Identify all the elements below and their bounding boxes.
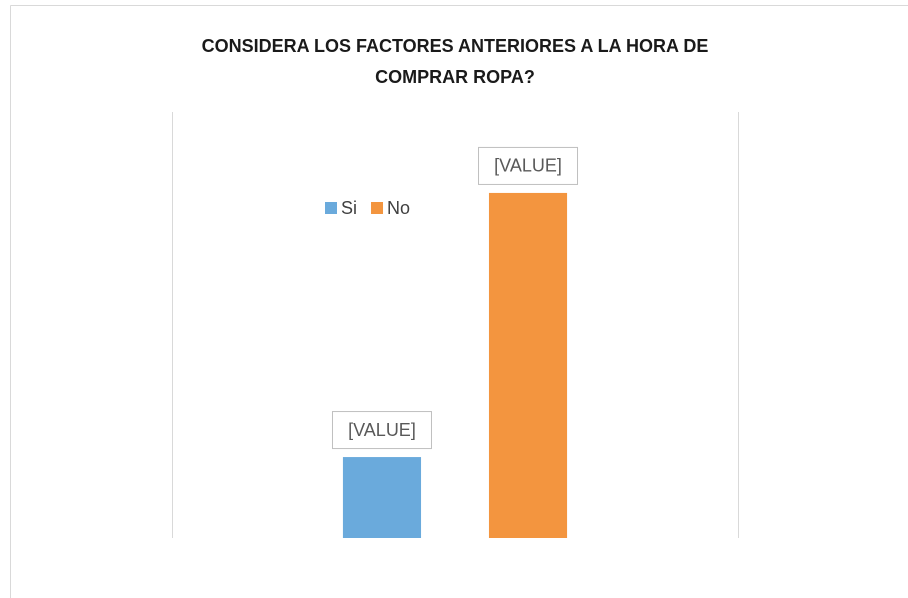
- bar: [342, 457, 422, 538]
- bar: [488, 192, 568, 538]
- chart-title: COMPRAR ROPA?: [375, 67, 535, 87]
- value-label: [VALUE]: [494, 156, 562, 176]
- value-label: [VALUE]: [348, 420, 416, 440]
- legend-swatch: [371, 202, 384, 214]
- value-label-box: [478, 146, 579, 185]
- chart-title: CONSIDERA LOS FACTORES ANTERIORES A LA H…: [202, 36, 709, 56]
- legend-text: Si: [341, 198, 357, 218]
- value-label-box: [331, 411, 432, 450]
- legend-text: No: [387, 198, 410, 218]
- legend-swatch: [325, 202, 337, 214]
